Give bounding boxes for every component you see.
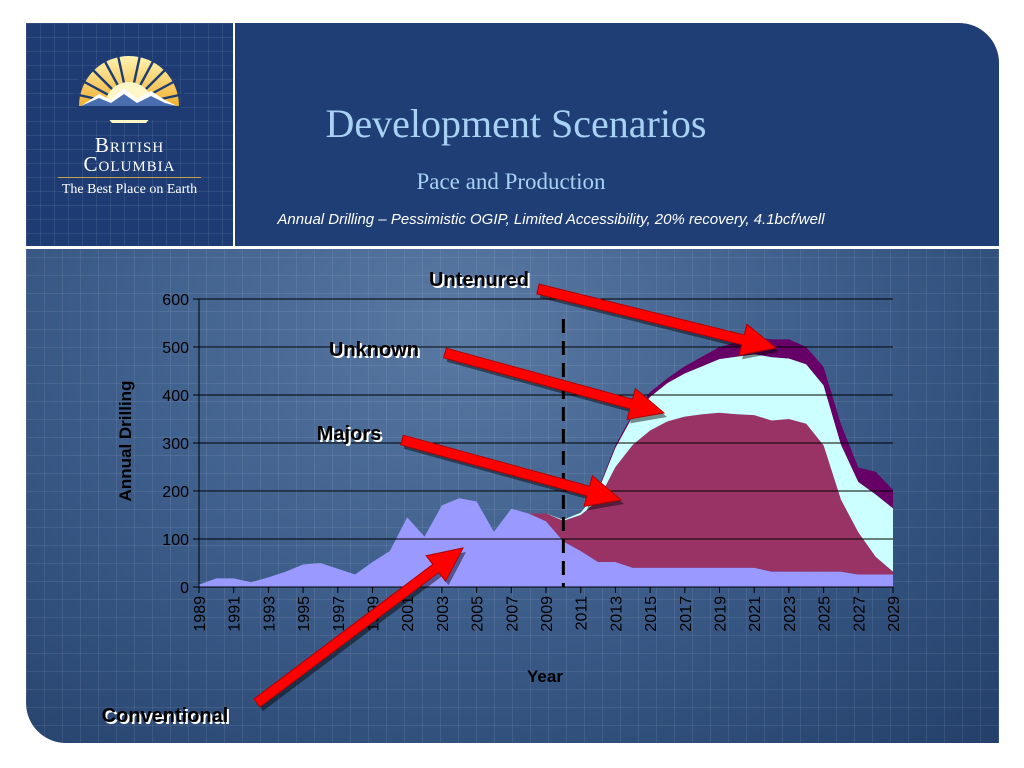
area-majors — [199, 412, 893, 585]
callout-arrow-conventional — [253, 547, 464, 708]
x-tick-label: 2019 — [713, 596, 730, 632]
logo-divider — [58, 177, 201, 178]
y-axis-label: Annual Drilling — [116, 381, 135, 502]
horizontal-divider — [26, 246, 999, 249]
callout-label-unknown: Unknown — [329, 339, 419, 361]
bc-wordmark-line1: British — [94, 133, 165, 157]
callout-label-untenured: Untenured — [429, 269, 529, 291]
y-tick-label: 500 — [162, 340, 189, 357]
title-panel — [235, 23, 999, 246]
page-subtitle: Pace and Production — [416, 169, 606, 194]
callout-shadow-majors: Majors — [319, 425, 383, 447]
x-axis-label: Year — [527, 667, 563, 686]
callout-shadow-conventional: Conventional — [104, 707, 231, 729]
area-unknown — [199, 354, 893, 585]
bc-sun-logo-icon — [73, 50, 185, 123]
callout-shadow-untenured: Untenured — [431, 271, 531, 293]
x-tick-label: 1995 — [296, 596, 313, 632]
x-tick-label: 2021 — [747, 596, 764, 632]
x-tick-label: 2001 — [400, 596, 417, 632]
callout-arrow-majors — [400, 434, 623, 508]
x-tick-label: 2011 — [574, 596, 591, 631]
y-tick-label: 300 — [162, 436, 189, 453]
callout-label-majors: Majors — [317, 423, 381, 445]
x-tick-label: 2027 — [851, 596, 868, 632]
y-tick-label: 200 — [162, 484, 189, 501]
x-tick-label: 2025 — [817, 596, 834, 632]
x-tick-label: 2029 — [886, 596, 903, 632]
y-tick-label: 600 — [162, 292, 189, 309]
x-tick-label: 2003 — [435, 596, 452, 632]
slide: British Columbia The Best Place on Earth… — [26, 23, 999, 743]
x-tick-label: 1997 — [331, 596, 348, 632]
callout-arrow-unknown — [443, 347, 666, 421]
x-tick-label: 2009 — [539, 596, 556, 632]
chart-caption: Annual Drilling – Pessimistic OGIP, Limi… — [277, 211, 825, 228]
x-tick-label: 2015 — [643, 596, 660, 632]
bc-wordmark-line2: Columbia — [83, 152, 176, 176]
page-title: Development Scenarios — [325, 101, 707, 146]
y-tick-label: 400 — [162, 388, 189, 405]
callout-arrow-untenured — [536, 283, 778, 356]
y-tick-label: 100 — [162, 532, 189, 549]
x-tick-label: 1989 — [192, 596, 209, 632]
x-tick-label: 2013 — [608, 596, 625, 632]
x-tick-label: 1993 — [261, 596, 278, 632]
logo-panel: British Columbia The Best Place on Earth — [26, 23, 233, 246]
callout-label-conventional: Conventional — [102, 705, 229, 727]
callout-shadow-unknown: Unknown — [331, 341, 421, 363]
bc-tagline: The Best Place on Earth — [61, 182, 198, 197]
y-tick-label: 0 — [180, 580, 189, 597]
x-tick-label: 2005 — [470, 596, 487, 632]
x-tick-label: 2023 — [782, 596, 799, 632]
drilling-chart: 0100200300400500600198919911993199519971… — [102, 269, 903, 729]
area-conventional — [199, 498, 893, 587]
x-tick-label: 2007 — [504, 596, 521, 632]
x-tick-label: 1991 — [227, 596, 244, 632]
vertical-divider — [233, 23, 235, 246]
x-tick-label: 2017 — [678, 596, 695, 632]
